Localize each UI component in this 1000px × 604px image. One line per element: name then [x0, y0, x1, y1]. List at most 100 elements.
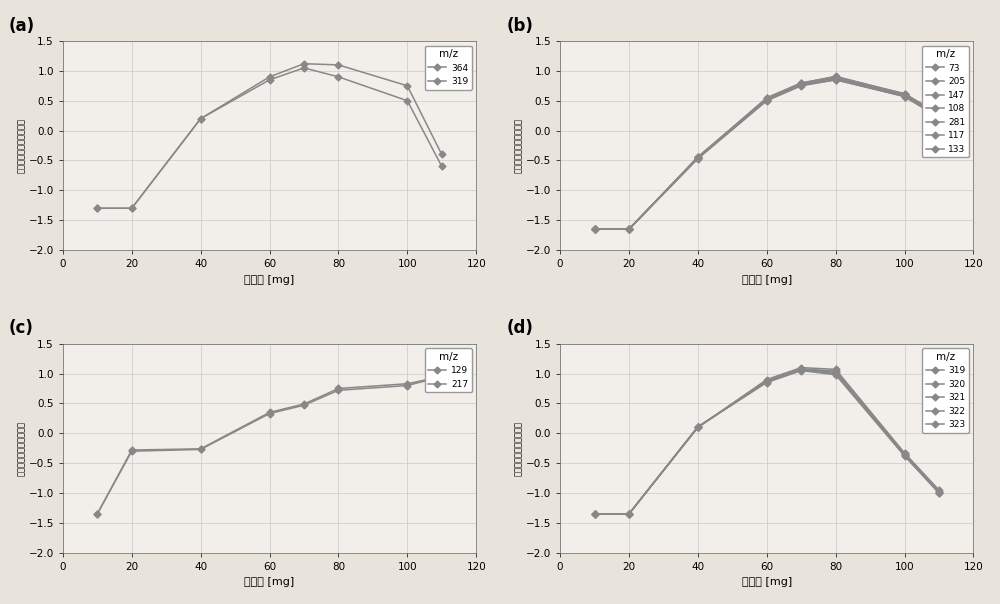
217	[332, 385, 344, 392]
Line: 281: 281	[592, 76, 941, 231]
281	[761, 95, 773, 103]
73	[623, 225, 635, 233]
319	[91, 205, 103, 212]
117	[933, 111, 945, 118]
364	[91, 205, 103, 212]
321	[589, 510, 601, 518]
323	[830, 371, 842, 378]
108	[795, 82, 807, 89]
147	[589, 225, 601, 233]
117	[761, 95, 773, 102]
108	[623, 225, 635, 233]
319	[401, 97, 413, 104]
133	[795, 82, 807, 89]
322	[589, 510, 601, 518]
281	[589, 225, 601, 233]
319	[264, 76, 276, 83]
Y-axis label: 峰面积归一化处理差异度: 峰面积归一化处理差异度	[17, 118, 26, 173]
364	[195, 115, 207, 122]
73	[589, 225, 601, 233]
320	[830, 368, 842, 375]
321	[623, 510, 635, 518]
323	[692, 423, 704, 430]
322	[899, 452, 911, 459]
364	[401, 82, 413, 89]
108	[761, 97, 773, 104]
Legend: 129, 217: 129, 217	[425, 349, 472, 393]
281	[795, 80, 807, 88]
Line: 323: 323	[592, 368, 941, 516]
129	[436, 373, 448, 380]
322	[795, 367, 807, 374]
364	[264, 73, 276, 80]
129	[126, 448, 138, 455]
133	[623, 225, 635, 233]
129	[298, 402, 310, 409]
319	[830, 366, 842, 373]
108	[589, 225, 601, 233]
117	[692, 153, 704, 161]
205	[761, 94, 773, 101]
Line: 322: 322	[592, 368, 941, 516]
X-axis label: 样品量 [mg]: 样品量 [mg]	[244, 275, 295, 284]
Text: (b): (b)	[506, 17, 533, 35]
205	[830, 73, 842, 80]
323	[761, 379, 773, 386]
Line: 321: 321	[592, 367, 941, 516]
319	[692, 423, 704, 431]
117	[623, 225, 635, 233]
147	[795, 82, 807, 89]
108	[830, 76, 842, 83]
323	[795, 367, 807, 374]
217	[126, 446, 138, 454]
320	[899, 451, 911, 458]
319	[332, 73, 344, 80]
321	[692, 423, 704, 431]
Line: 129: 129	[95, 374, 444, 516]
364	[332, 61, 344, 68]
321	[933, 489, 945, 496]
Line: 133: 133	[592, 77, 941, 231]
133	[830, 76, 842, 83]
129	[264, 410, 276, 417]
Text: (d): (d)	[506, 320, 533, 338]
147	[830, 76, 842, 83]
73	[761, 96, 773, 103]
129	[195, 446, 207, 453]
Legend: 319, 320, 321, 322, 323: 319, 320, 321, 322, 323	[922, 349, 969, 433]
108	[899, 93, 911, 100]
117	[830, 72, 842, 80]
73	[795, 81, 807, 88]
X-axis label: 样品量 [mg]: 样品量 [mg]	[244, 577, 295, 587]
321	[761, 378, 773, 385]
108	[933, 114, 945, 121]
321	[795, 366, 807, 373]
322	[623, 510, 635, 518]
322	[933, 489, 945, 496]
147	[761, 97, 773, 104]
217	[195, 445, 207, 452]
Y-axis label: 峰面积归一化处理差异度: 峰面积归一化处理差异度	[514, 421, 523, 476]
281	[830, 74, 842, 82]
Line: 319: 319	[95, 65, 444, 211]
321	[830, 369, 842, 376]
320	[933, 488, 945, 495]
319	[436, 163, 448, 170]
205	[623, 225, 635, 233]
205	[933, 111, 945, 118]
Line: 319: 319	[592, 365, 941, 516]
217	[401, 380, 413, 387]
319	[933, 486, 945, 493]
Line: 217: 217	[95, 374, 444, 516]
Text: (c): (c)	[9, 320, 34, 338]
73	[830, 75, 842, 82]
Line: 205: 205	[592, 74, 941, 231]
364	[436, 151, 448, 158]
X-axis label: 样品量 [mg]: 样品量 [mg]	[742, 275, 792, 284]
217	[91, 510, 103, 518]
319	[795, 364, 807, 371]
319	[195, 115, 207, 122]
73	[692, 154, 704, 161]
108	[692, 155, 704, 162]
147	[692, 155, 704, 162]
